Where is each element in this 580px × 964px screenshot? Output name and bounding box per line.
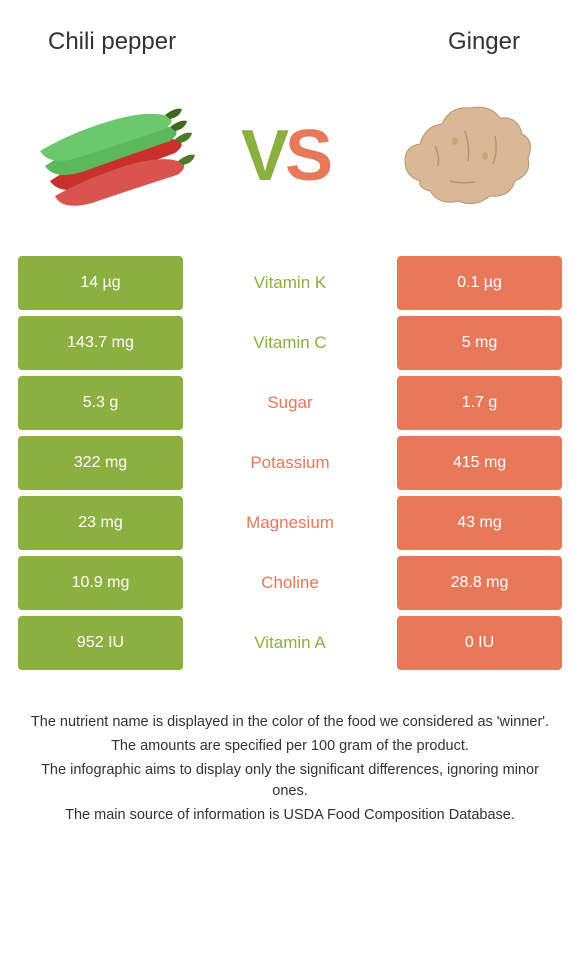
right-value: 0.1 µg [397, 256, 562, 310]
left-value: 10.9 mg [18, 556, 183, 610]
footer-line: The amounts are specified per 100 gram o… [28, 736, 552, 758]
left-value: 5.3 g [18, 376, 183, 430]
left-value: 143.7 mg [18, 316, 183, 370]
left-value: 23 mg [18, 496, 183, 550]
nutrient-label: Magnesium [183, 496, 397, 550]
table-row: 952 IU Vitamin A 0 IU [18, 616, 562, 670]
footer-line: The infographic aims to display only the… [28, 760, 552, 804]
right-value: 5 mg [397, 316, 562, 370]
right-value: 1.7 g [397, 376, 562, 430]
table-row: 143.7 mg Vitamin C 5 mg [18, 316, 562, 370]
chili-pepper-image [20, 86, 200, 226]
header: Chili pepper Ginger [0, 0, 580, 66]
vs-s: S [285, 116, 329, 196]
nutrient-label: Vitamin A [183, 616, 397, 670]
right-value: 415 mg [397, 436, 562, 490]
left-value: 14 µg [18, 256, 183, 310]
left-food-title: Chili pepper [48, 28, 176, 56]
ginger-image [370, 86, 550, 226]
table-row: 322 mg Potassium 415 mg [18, 436, 562, 490]
footer-line: The nutrient name is displayed in the co… [28, 712, 552, 734]
table-row: 14 µg Vitamin K 0.1 µg [18, 256, 562, 310]
vs-label: VS [241, 115, 329, 197]
left-value: 322 mg [18, 436, 183, 490]
right-value: 28.8 mg [397, 556, 562, 610]
nutrient-label: Sugar [183, 376, 397, 430]
footer-line: The main source of information is USDA F… [28, 805, 552, 827]
right-food-title: Ginger [448, 28, 520, 56]
nutrient-label: Potassium [183, 436, 397, 490]
images-row: VS [0, 66, 580, 256]
nutrient-table: 14 µg Vitamin K 0.1 µg 143.7 mg Vitamin … [0, 256, 580, 670]
vs-v: V [241, 116, 285, 196]
table-row: 5.3 g Sugar 1.7 g [18, 376, 562, 430]
table-row: 23 mg Magnesium 43 mg [18, 496, 562, 550]
right-value: 0 IU [397, 616, 562, 670]
nutrient-label: Vitamin K [183, 256, 397, 310]
footer-notes: The nutrient name is displayed in the co… [0, 676, 580, 827]
left-value: 952 IU [18, 616, 183, 670]
right-value: 43 mg [397, 496, 562, 550]
nutrient-label: Vitamin C [183, 316, 397, 370]
nutrient-label: Choline [183, 556, 397, 610]
table-row: 10.9 mg Choline 28.8 mg [18, 556, 562, 610]
